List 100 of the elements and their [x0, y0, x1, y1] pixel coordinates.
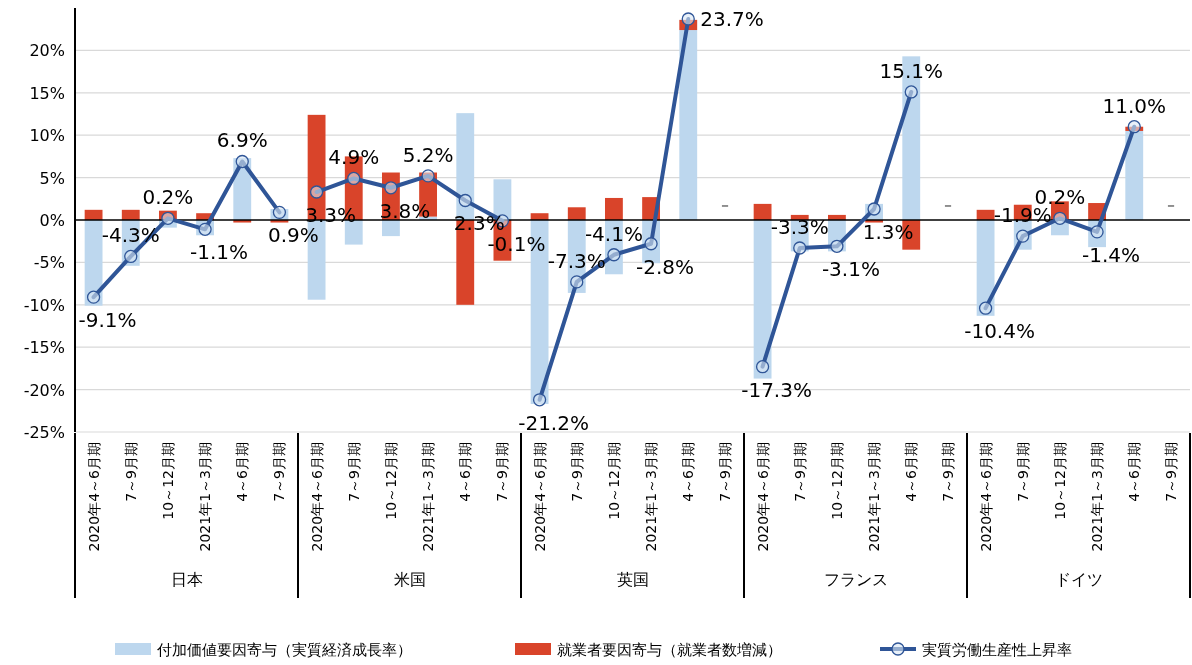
x-tick-label: 7～9月期 — [1014, 442, 1031, 502]
x-tick-label: 10～12月期 — [828, 442, 845, 520]
x-tick-label: 7～9月期 — [122, 442, 139, 502]
point — [978, 301, 993, 315]
data-label: -9.1% — [78, 308, 137, 333]
bar — [344, 220, 363, 245]
y-tick-label: -15% — [23, 338, 65, 358]
point — [124, 249, 138, 264]
x-tick-label: 4～6月期 — [457, 442, 474, 502]
data-label: -21.2% — [518, 410, 589, 435]
legend-label: 就業者要因寄与（就業者数増減） — [557, 641, 782, 659]
data-label: 0.2% — [142, 185, 194, 210]
y-tick-label: -25% — [23, 423, 65, 442]
text: ドイツ — [1054, 570, 1103, 589]
x-tick-label: 10～12月期 — [1051, 442, 1068, 520]
text: フランス — [823, 570, 888, 589]
x-tick-label: 7～9月期 — [940, 442, 957, 502]
point — [607, 248, 621, 262]
x-tick-label: 2020年4～6月期 — [977, 442, 994, 552]
bar — [753, 203, 772, 220]
point — [384, 181, 398, 195]
point — [347, 171, 361, 186]
point — [904, 85, 918, 99]
data-label: -7.3% — [547, 248, 606, 273]
x-tick-label: 7～9月期 — [1163, 442, 1180, 502]
data-label: -3.1% — [821, 257, 880, 282]
y-tick-label: 10% — [29, 126, 65, 146]
bar — [567, 207, 586, 220]
legend-label: 実質労働生産性上昇率 — [922, 641, 1072, 659]
y-tick-label: -10% — [23, 295, 65, 315]
x-tick-label: 4～6月期 — [903, 442, 920, 502]
x-tick-label: 7～9月期 — [494, 442, 511, 502]
text: 米国 — [393, 570, 426, 589]
data-label: 11.0% — [1102, 93, 1167, 118]
bar — [382, 220, 400, 237]
y-tick-label: 20% — [29, 41, 65, 61]
x-tick-label: 7～9月期 — [717, 442, 734, 502]
bar — [605, 197, 623, 220]
point — [235, 154, 249, 169]
point — [309, 185, 324, 199]
data-label: 2.3% — [453, 211, 505, 236]
point — [532, 393, 547, 407]
x-tick-label: 10～12月期 — [159, 442, 176, 520]
point — [755, 360, 770, 374]
point — [681, 12, 695, 26]
point — [1053, 211, 1067, 225]
point — [570, 275, 584, 289]
x-tick-label: 2021年1～3月期 — [643, 442, 660, 552]
point — [830, 239, 844, 253]
data-label: -1.1% — [190, 240, 249, 265]
y-tick-label: -20% — [23, 380, 65, 400]
x-tick-label: 7～9月期 — [568, 442, 585, 502]
x-tick-label: 7～9月期 — [791, 442, 808, 502]
point — [421, 169, 435, 183]
data-label: -2.8% — [636, 254, 695, 279]
x-tick-label: 4～6月期 — [1126, 442, 1143, 502]
point — [793, 241, 807, 255]
bar — [679, 30, 698, 220]
y-tick-label: -5% — [33, 253, 65, 273]
x-tick-label: 2020年4～6月期 — [85, 442, 102, 552]
data-label: 5.2% — [402, 142, 454, 167]
x-tick-label: 7～9月期 — [271, 442, 288, 502]
x-tick-label: 2021年1～3月期 — [197, 442, 214, 552]
x-tick-label: 2021年1～3月期 — [866, 442, 883, 552]
data-label: 4.9% — [328, 145, 380, 170]
data-label: 23.7% — [700, 7, 764, 32]
data-label: 15.1% — [879, 58, 944, 83]
x-tick-label: 10～12月期 — [605, 442, 622, 520]
y-tick-label: 5% — [39, 168, 65, 188]
data-label: -17.3% — [741, 377, 812, 402]
bar — [84, 220, 103, 306]
point — [1127, 120, 1141, 134]
text: 日本 — [170, 570, 203, 589]
text: － — [718, 197, 733, 213]
bar — [976, 220, 995, 316]
point — [458, 193, 472, 208]
data-label: -10.4% — [964, 319, 1035, 344]
text: － — [941, 197, 956, 213]
data-label: 6.9% — [216, 128, 268, 153]
text: － — [1164, 197, 1179, 213]
bar — [753, 220, 772, 379]
point — [161, 211, 175, 225]
x-tick-label: 2020年4～6月期 — [531, 442, 548, 552]
y-tick-label: 0% — [39, 211, 65, 230]
point — [86, 290, 101, 304]
x-tick-label: 7～9月期 — [345, 442, 362, 502]
x-tick-label: 10～12月期 — [382, 442, 399, 520]
x-tick-label: 2020年4～6月期 — [308, 442, 325, 552]
data-label: -4.1% — [584, 221, 643, 246]
x-tick-label: 4～6月期 — [234, 442, 251, 502]
point — [867, 202, 881, 216]
x-tick-label: 2021年1～3月期 — [420, 442, 437, 552]
data-label: -3.3% — [770, 214, 829, 239]
x-tick-label: 4～6月期 — [680, 442, 697, 502]
x-tick-label: 2020年4～6月期 — [754, 442, 771, 552]
legend-label: 付加価値要因寄与（実質経済成長率） — [156, 641, 412, 659]
bar — [1125, 130, 1144, 220]
text: 英国 — [616, 570, 649, 589]
data-label: -1.4% — [1082, 242, 1141, 267]
y-tick-label: 15% — [29, 83, 65, 103]
